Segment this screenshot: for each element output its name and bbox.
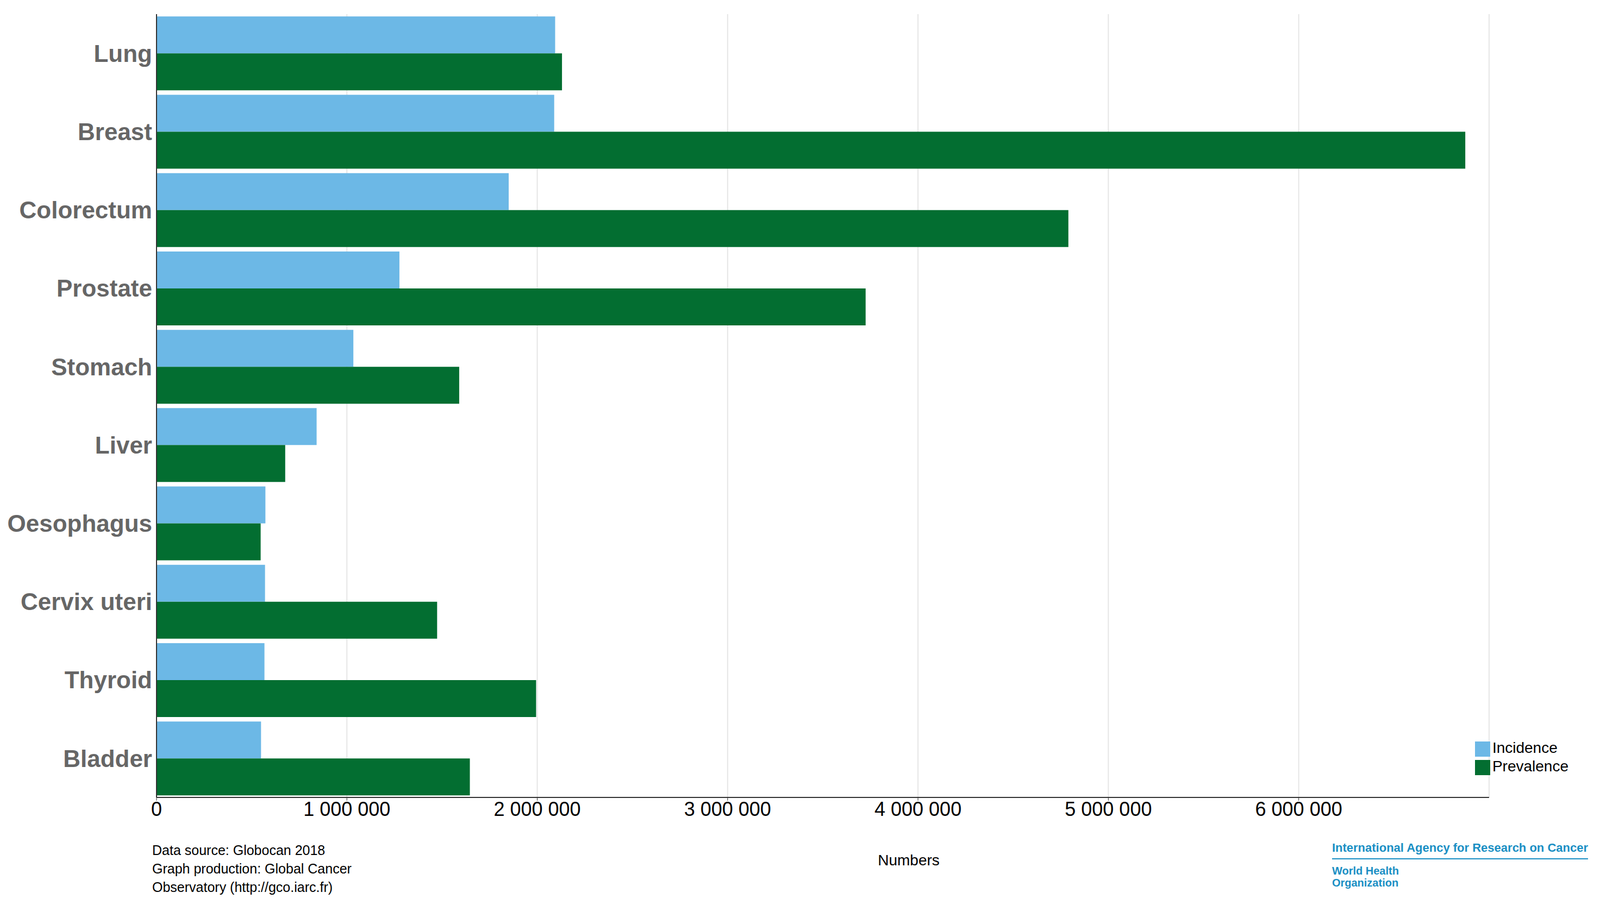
- html-text:Incidence: Incidence: [1492, 739, 1558, 757]
- svg-text:0: 0: [151, 798, 162, 821]
- svg-text:3 000 000: 3 000 000: [684, 798, 772, 821]
- svg-text:Breast: Breast: [77, 118, 153, 146]
- svg-text:6 000 000: 6 000 000: [1255, 798, 1343, 821]
- html-text:Prevalence: Prevalence: [1492, 758, 1569, 775]
- html-text:Data source: Globocan 2018: Data source: Globocan 2018: [152, 842, 326, 859]
- svg-text:Lung: Lung: [93, 40, 153, 67]
- svg-text:5 000 000: 5 000 000: [1064, 798, 1152, 821]
- html-text:Numbers: Numbers: [877, 852, 940, 870]
- svg-text:Cervix uteri: Cervix uteri: [20, 588, 153, 616]
- svg-text:2 000 000: 2 000 000: [493, 798, 581, 821]
- html-text:International Agency for Resea: International Agency for Research on Can…: [1332, 841, 1589, 855]
- html-text:World Health Organization: World Health Organization: [1332, 865, 1399, 890]
- svg-text:Colorectum: Colorectum: [19, 196, 153, 224]
- svg-text:Thyroid: Thyroid: [64, 666, 153, 694]
- svg-text:Oesophagus: Oesophagus: [7, 510, 153, 537]
- svg-text:4 000 000: 4 000 000: [874, 798, 962, 821]
- svg-text:Stomach: Stomach: [51, 353, 153, 381]
- svg-text:Liver: Liver: [95, 432, 153, 459]
- html-text:Graph production: Global Cance: Graph production: Global Cancer Observat…: [152, 861, 352, 896]
- svg-text:1 000 000: 1 000 000: [303, 798, 391, 821]
- svg-text:Bladder: Bladder: [63, 745, 153, 773]
- svg-text:Prostate: Prostate: [56, 275, 153, 302]
